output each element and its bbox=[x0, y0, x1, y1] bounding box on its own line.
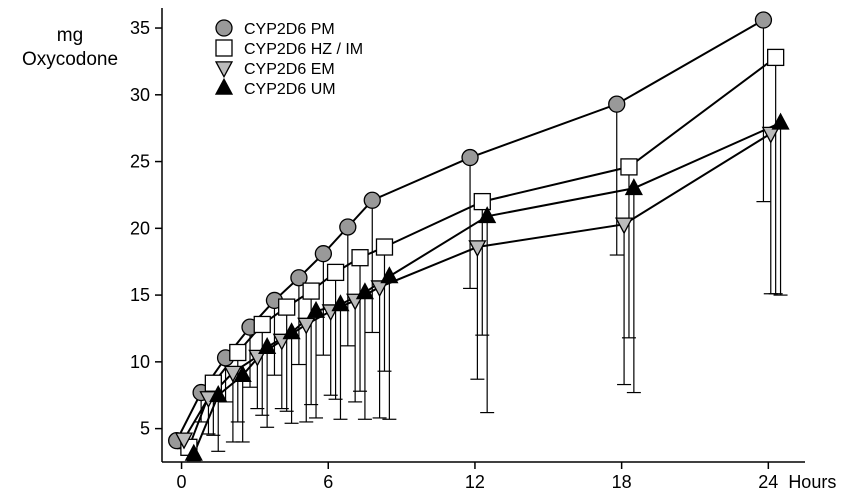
data-point bbox=[375, 238, 394, 256]
x-tick-label: 12 bbox=[465, 472, 485, 492]
data-point bbox=[461, 148, 479, 167]
legend: CYP2D6 PM CYP2D6 HZ / IM CYP2D6 EM CYP2D6 U… bbox=[214, 19, 363, 98]
y-tick-label: 30 bbox=[130, 85, 150, 105]
data-point bbox=[306, 300, 326, 318]
data-point bbox=[282, 322, 301, 340]
data-point bbox=[229, 343, 247, 362]
data-point bbox=[258, 336, 277, 354]
legend-marker bbox=[214, 61, 234, 79]
data-point bbox=[355, 282, 375, 300]
data-point bbox=[184, 443, 203, 461]
series-markers bbox=[168, 11, 790, 461]
data-point bbox=[339, 218, 357, 236]
legend-marker bbox=[215, 39, 233, 57]
legend-label: CYP2D6 EM bbox=[244, 61, 335, 78]
y-tick-label: 10 bbox=[130, 352, 150, 372]
data-point bbox=[620, 158, 638, 176]
legend-label: CYP2D6 PM bbox=[244, 21, 335, 38]
data-point bbox=[331, 294, 350, 312]
legend-label: CYP2D6 HZ / IM bbox=[244, 41, 363, 58]
data-point bbox=[278, 298, 296, 316]
y-tick-label: 15 bbox=[130, 285, 150, 305]
y-axis-label-unit: mg bbox=[56, 25, 84, 46]
y-tick-label: 35 bbox=[130, 18, 150, 38]
data-point bbox=[290, 269, 308, 287]
x-tick-label: 24 bbox=[758, 472, 778, 492]
data-point bbox=[233, 365, 252, 383]
y-tick-label: 25 bbox=[130, 152, 150, 172]
data-point bbox=[363, 191, 381, 209]
x-tick-label: 6 bbox=[323, 472, 333, 492]
data-point bbox=[174, 432, 194, 450]
legend-marker bbox=[215, 19, 233, 37]
data-point bbox=[314, 245, 333, 263]
data-point bbox=[754, 11, 773, 29]
data-point bbox=[326, 263, 345, 282]
data-point bbox=[370, 280, 389, 298]
data-point bbox=[302, 282, 320, 300]
data-point bbox=[248, 349, 267, 367]
y-tick-label: 5 bbox=[140, 419, 150, 439]
data-point bbox=[767, 48, 785, 67]
x-tick-label: 0 bbox=[177, 472, 187, 492]
y-tick-label: 20 bbox=[130, 218, 150, 238]
data-point bbox=[380, 266, 399, 284]
data-point bbox=[614, 217, 634, 235]
y-axis-label: mg Oxycodone bbox=[0, 24, 150, 72]
data-point bbox=[771, 112, 790, 130]
data-point bbox=[608, 95, 626, 113]
data-point bbox=[209, 385, 228, 403]
x-axis-label: Hours bbox=[788, 472, 836, 492]
y-axis-label-drug: Oxycodone bbox=[21, 49, 119, 70]
axes: 5 10 15 20 25 30 35 0 6 12 18 24 Hours bbox=[130, 8, 836, 492]
data-point bbox=[297, 317, 316, 335]
data-point bbox=[351, 249, 369, 267]
data-point bbox=[253, 315, 271, 334]
data-point bbox=[473, 192, 491, 211]
data-point bbox=[478, 206, 497, 224]
data-point bbox=[624, 178, 643, 196]
x-tick-label: 18 bbox=[612, 472, 632, 492]
legend-marker bbox=[214, 77, 234, 95]
data-point bbox=[468, 240, 487, 258]
data-point bbox=[223, 365, 242, 383]
data-point bbox=[761, 126, 780, 144]
legend-label: CYP2D6 UM bbox=[244, 81, 336, 98]
